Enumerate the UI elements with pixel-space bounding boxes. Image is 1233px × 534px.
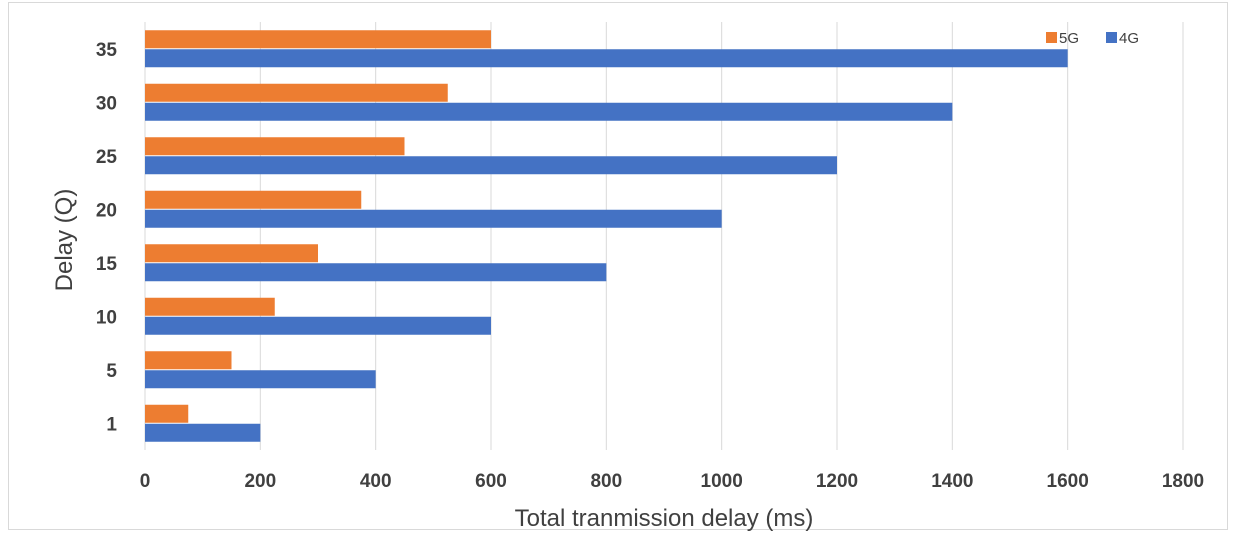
y-tick-label: 10 bbox=[96, 307, 117, 328]
bar-5g-10 bbox=[145, 297, 275, 316]
y-tick-label: 25 bbox=[96, 147, 118, 168]
x-axis-title: Total tranmission delay (ms) bbox=[515, 505, 814, 532]
y-tick-label: 35 bbox=[96, 40, 118, 61]
y-tick-label: 30 bbox=[96, 93, 117, 114]
legend: 5G 4G bbox=[1046, 30, 1139, 47]
bar-4g-30 bbox=[145, 102, 953, 121]
x-tick-label: 1600 bbox=[1047, 471, 1089, 492]
bar-5g-15 bbox=[145, 244, 318, 263]
bar-4g-10 bbox=[145, 316, 491, 335]
x-tick-label: 800 bbox=[590, 471, 622, 492]
bar-5g-5 bbox=[145, 351, 232, 370]
bar-4g-5 bbox=[145, 370, 376, 389]
x-axis-ticks: 0 200 400 600 800 1000 1200 1400 1600 1800 bbox=[140, 471, 1204, 492]
bar-5g-30 bbox=[145, 83, 448, 102]
y-tick-label: 15 bbox=[96, 254, 118, 275]
bar-5g-35 bbox=[145, 30, 491, 49]
y-tick-label: 5 bbox=[106, 361, 117, 382]
y-tick-label: 20 bbox=[96, 200, 117, 221]
bar-4g-15 bbox=[145, 263, 607, 282]
legend-swatch-5g bbox=[1046, 32, 1057, 43]
x-tick-label: 1800 bbox=[1162, 471, 1204, 492]
bar-4g-35 bbox=[145, 49, 1068, 68]
bars bbox=[145, 30, 1068, 442]
bar-4g-20 bbox=[145, 209, 722, 228]
x-tick-label: 600 bbox=[475, 471, 507, 492]
bar-5g-20 bbox=[145, 190, 362, 209]
bar-5g-1 bbox=[145, 404, 189, 423]
x-tick-label: 1400 bbox=[931, 471, 973, 492]
bar-5g-25 bbox=[145, 137, 405, 156]
y-tick-label: 1 bbox=[106, 414, 117, 435]
bar-4g-1 bbox=[145, 423, 261, 442]
x-tick-label: 0 bbox=[140, 471, 151, 492]
y-axis-title: Delay (Q) bbox=[51, 189, 78, 292]
x-tick-label: 200 bbox=[244, 471, 276, 492]
legend-label-5g: 5G bbox=[1059, 30, 1079, 47]
bar-4g-25 bbox=[145, 156, 837, 175]
legend-swatch-4g bbox=[1106, 32, 1117, 43]
x-tick-label: 1200 bbox=[816, 471, 858, 492]
x-tick-label: 1000 bbox=[701, 471, 743, 492]
legend-label-4g: 4G bbox=[1119, 30, 1139, 47]
x-tick-label: 400 bbox=[360, 471, 392, 492]
